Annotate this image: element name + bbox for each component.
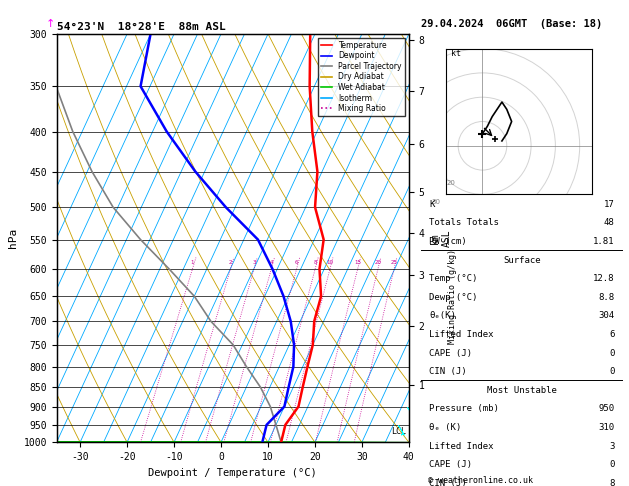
Text: Most Unstable: Most Unstable: [487, 386, 557, 395]
Text: 310: 310: [599, 423, 615, 432]
Text: CIN (J): CIN (J): [430, 479, 467, 486]
X-axis label: Dewpoint / Temperature (°C): Dewpoint / Temperature (°C): [148, 468, 317, 478]
Text: 8.8: 8.8: [599, 293, 615, 302]
Text: 6: 6: [610, 330, 615, 339]
Text: 1: 1: [191, 260, 194, 265]
Text: 950: 950: [599, 404, 615, 414]
Text: Lifted Index: Lifted Index: [430, 330, 494, 339]
Text: 12.8: 12.8: [593, 274, 615, 283]
Text: kt: kt: [451, 49, 461, 58]
Text: 48: 48: [604, 218, 615, 227]
Text: 54°23'N  18°28'E  88m ASL: 54°23'N 18°28'E 88m ASL: [57, 22, 225, 32]
Text: Temp (°C): Temp (°C): [430, 274, 478, 283]
Text: 8: 8: [610, 479, 615, 486]
Text: 20: 20: [447, 180, 455, 186]
Text: 30: 30: [431, 199, 440, 205]
Y-axis label: km
ASL: km ASL: [430, 229, 452, 247]
Text: 304: 304: [599, 312, 615, 320]
Text: θₑ(K): θₑ(K): [430, 312, 457, 320]
Text: 0: 0: [610, 367, 615, 376]
Text: 1.81: 1.81: [593, 237, 615, 246]
Text: CIN (J): CIN (J): [430, 367, 467, 376]
Text: Lifted Index: Lifted Index: [430, 442, 494, 451]
Legend: Temperature, Dewpoint, Parcel Trajectory, Dry Adiabat, Wet Adiabat, Isotherm, Mi: Temperature, Dewpoint, Parcel Trajectory…: [318, 38, 405, 116]
Text: 4: 4: [270, 260, 273, 265]
Text: 29.04.2024  06GMT  (Base: 18): 29.04.2024 06GMT (Base: 18): [421, 19, 603, 29]
Text: Totals Totals: Totals Totals: [430, 218, 499, 227]
Text: 3: 3: [252, 260, 256, 265]
Text: 0: 0: [610, 460, 615, 469]
Text: 8: 8: [313, 260, 317, 265]
Text: ↑: ↑: [46, 19, 55, 29]
Text: Pressure (mb): Pressure (mb): [430, 404, 499, 414]
Text: CAPE (J): CAPE (J): [430, 460, 472, 469]
Text: 25: 25: [391, 260, 398, 265]
Text: 20: 20: [374, 260, 381, 265]
Text: 2: 2: [229, 260, 232, 265]
Text: LCL: LCL: [391, 427, 406, 436]
Text: 0: 0: [610, 348, 615, 358]
Text: Mixing Ratio (g/kg): Mixing Ratio (g/kg): [448, 249, 457, 344]
Text: 3: 3: [610, 442, 615, 451]
Text: Surface: Surface: [503, 256, 541, 265]
Text: PW (cm): PW (cm): [430, 237, 467, 246]
Text: 6: 6: [295, 260, 298, 265]
Text: 15: 15: [354, 260, 361, 265]
Text: 17: 17: [604, 200, 615, 209]
Text: 10: 10: [326, 260, 333, 265]
Text: CAPE (J): CAPE (J): [430, 348, 472, 358]
Text: θₑ (K): θₑ (K): [430, 423, 462, 432]
Text: K: K: [430, 200, 435, 209]
Text: © weatheronline.co.uk: © weatheronline.co.uk: [428, 476, 533, 485]
Y-axis label: hPa: hPa: [8, 228, 18, 248]
Text: Dewp (°C): Dewp (°C): [430, 293, 478, 302]
